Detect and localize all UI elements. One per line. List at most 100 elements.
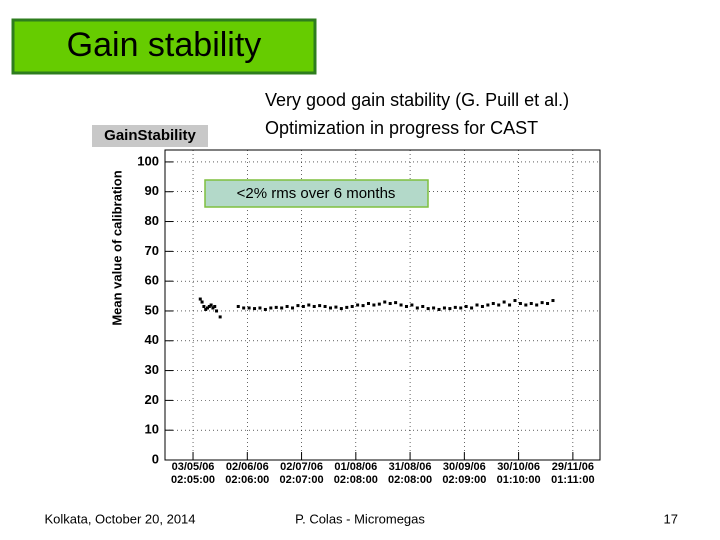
data-point — [258, 306, 262, 310]
bullet: Optimization in progress for CAST — [265, 118, 538, 138]
data-point — [415, 306, 419, 310]
data-point — [207, 304, 211, 308]
x-tick-label: 29/11/06 01:11:00 — [551, 461, 594, 486]
data-point — [361, 304, 365, 308]
data-point — [218, 315, 222, 319]
data-point — [296, 304, 300, 308]
data-point — [540, 301, 544, 305]
chart-title: GainStability — [104, 127, 196, 144]
data-point — [497, 303, 501, 307]
x-tick-label: 30/10/06 01:10:00 — [497, 461, 541, 486]
y-tick-label: 30 — [145, 362, 159, 377]
data-point — [404, 304, 408, 308]
data-point — [399, 303, 403, 307]
data-point — [383, 300, 387, 304]
x-tick-label: 31/08/06 02:08:00 — [388, 461, 432, 486]
y-tick-label: 10 — [145, 422, 159, 437]
bullet: Very good gain stability (G. Puill et al… — [265, 90, 569, 110]
data-point — [388, 302, 392, 306]
data-point — [508, 303, 512, 307]
data-point — [263, 307, 267, 311]
data-point — [253, 307, 257, 311]
x-tick-label: 30/09/06 02:09:00 — [442, 461, 486, 486]
chart-title-box — [92, 125, 208, 147]
data-point — [480, 304, 484, 308]
data-point — [301, 304, 305, 308]
data-point — [350, 304, 354, 308]
data-point — [394, 301, 398, 305]
data-point — [209, 303, 213, 307]
data-point — [486, 303, 490, 307]
title-box — [11, 18, 317, 75]
x-tick-label: 02/06/06 02:06:00 — [225, 461, 269, 486]
data-point — [247, 306, 251, 310]
page-number: 17 — [664, 511, 678, 526]
y-tick-label: 50 — [145, 302, 159, 317]
data-point — [339, 307, 343, 311]
footer-center: P. Colas - Micromegas — [295, 511, 425, 526]
data-point — [312, 304, 316, 308]
y-tick-label: 80 — [145, 213, 159, 228]
data-point — [307, 303, 311, 307]
data-point — [318, 304, 322, 308]
data-point — [242, 306, 246, 310]
data-point — [356, 303, 360, 307]
annotation-box — [204, 179, 429, 208]
data-point — [491, 302, 495, 306]
data-point — [421, 304, 425, 308]
data-point — [551, 299, 555, 303]
data-point — [211, 306, 215, 310]
data-point — [366, 302, 370, 306]
y-tick-label: 60 — [145, 273, 159, 288]
data-point — [437, 307, 441, 311]
footer-left: Kolkata, October 20, 2014 — [44, 511, 195, 526]
annotation: <2% rms over 6 months — [237, 185, 396, 202]
data-point — [198, 297, 202, 301]
data-point — [475, 303, 479, 307]
x-tick-label: 01/08/06 02:08:00 — [334, 461, 378, 486]
y-tick-label: 70 — [145, 243, 159, 258]
data-point — [470, 306, 474, 310]
data-point — [524, 303, 528, 307]
data-point — [280, 306, 284, 310]
data-point — [448, 307, 452, 311]
slide-title: Gain stability — [67, 26, 262, 64]
data-point — [215, 309, 219, 313]
data-point — [345, 305, 349, 309]
data-point — [213, 304, 217, 308]
data-point — [546, 302, 550, 306]
data-point — [459, 306, 463, 310]
data-point — [200, 300, 204, 304]
data-point — [285, 304, 289, 308]
data-point — [453, 305, 457, 309]
y-tick-label: 90 — [145, 183, 159, 198]
y-tick-label: 40 — [145, 332, 159, 347]
data-point — [334, 305, 338, 309]
data-point — [518, 302, 522, 306]
data-point — [377, 302, 381, 306]
x-tick-label: 03/05/06 02:05:00 — [171, 461, 215, 486]
data-point — [323, 304, 327, 308]
y-tick-label: 0 — [152, 451, 159, 466]
x-tick-label: 02/07/06 02:07:00 — [280, 461, 324, 486]
data-point — [372, 303, 376, 307]
data-point — [291, 306, 295, 310]
data-point — [464, 304, 468, 308]
data-point — [269, 306, 273, 310]
data-point — [236, 304, 240, 308]
data-point — [502, 300, 506, 304]
data-point — [513, 299, 517, 303]
data-point — [535, 303, 539, 307]
data-point — [204, 307, 208, 311]
data-point — [328, 306, 332, 310]
y-tick-label: 20 — [145, 392, 159, 407]
data-point — [410, 303, 414, 307]
y-tick-label: 100 — [137, 153, 159, 168]
data-point — [426, 307, 430, 311]
data-point — [432, 306, 436, 310]
data-point — [206, 306, 210, 310]
y-axis-label: Mean value of calibration — [109, 170, 124, 325]
data-point — [442, 306, 446, 310]
data-point — [202, 304, 206, 308]
